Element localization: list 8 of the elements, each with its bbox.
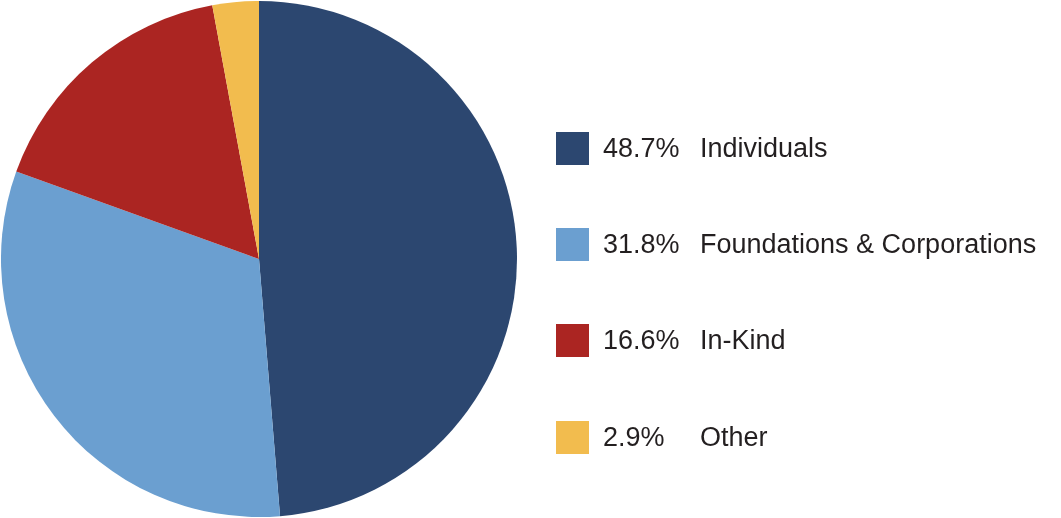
legend-label: 2.9% Other (603, 421, 768, 453)
legend-label: 31.8% Foundations & Corporations (603, 228, 1037, 260)
legend-label: 16.6% In-Kind (603, 325, 786, 357)
pie-slice (212, 1, 259, 259)
legend-label: 48.7% Individuals (603, 132, 828, 164)
pie-slice (259, 1, 517, 517)
pie-slice (16, 5, 259, 259)
pie-slice (1, 171, 281, 517)
